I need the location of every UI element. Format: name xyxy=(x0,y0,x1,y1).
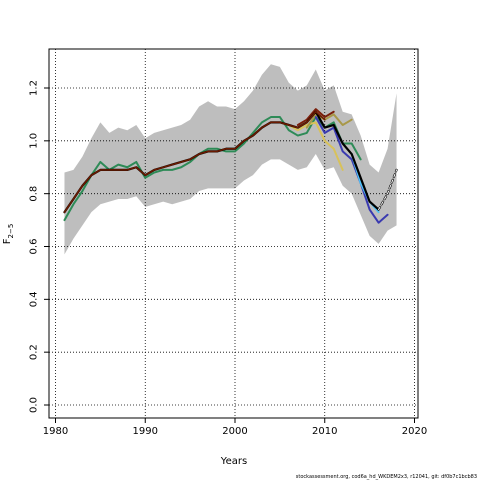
y-axis-title-group: F2−5 xyxy=(2,224,15,245)
series-line-8 xyxy=(378,169,398,211)
y-tick-label: 1.2 xyxy=(29,80,40,96)
x-tick-label: 1980 xyxy=(43,426,68,437)
axis-layer: 1980 1990 2000 2010 2020 0.0 0.2 0.4 0.6 0.8 1.0 1.… xyxy=(29,48,427,437)
series-line-2 xyxy=(305,113,353,129)
source-caption: stockassessment.org, cod6a_hd_WKDEM2x3, … xyxy=(296,474,477,480)
series-line-3 xyxy=(314,116,389,224)
y-tick-label: 0.8 xyxy=(29,186,40,202)
series-line-5 xyxy=(296,108,335,126)
series-line-0 xyxy=(63,116,362,222)
y-axis-title-subscript: 2−5 xyxy=(7,224,15,239)
y-tick-label: 0.4 xyxy=(29,291,40,307)
x-tick-label: 2020 xyxy=(402,426,427,437)
y-axis-title-main: F xyxy=(2,238,13,244)
y-tick-label: 0.2 xyxy=(29,344,40,360)
plot-frame xyxy=(48,48,419,419)
x-axis-title: Years xyxy=(220,456,247,467)
y-tick-label: 0.0 xyxy=(29,397,40,413)
series-layer xyxy=(63,108,398,224)
series-line-9 xyxy=(63,110,326,213)
y-tick-label: 1.0 xyxy=(29,133,40,149)
x-tick-label: 2000 xyxy=(222,426,247,437)
y-tick-label: 0.6 xyxy=(29,239,40,255)
x-tick-label: 1990 xyxy=(133,426,158,437)
y-axis-title: F2−5 xyxy=(2,224,15,245)
x-tick-label: 2010 xyxy=(312,426,337,437)
